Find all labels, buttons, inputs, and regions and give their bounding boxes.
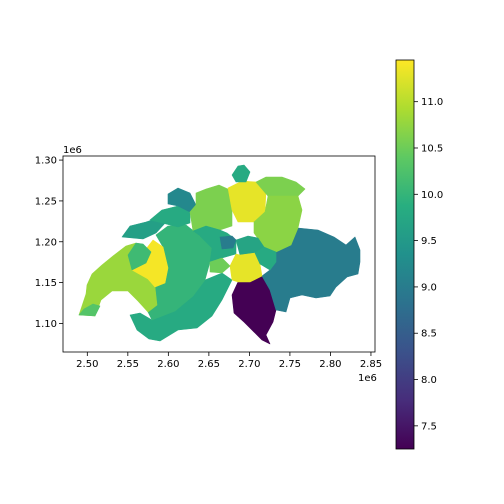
y-tick-label: 1.30 bbox=[35, 156, 57, 167]
x-tick-label: 2.60 bbox=[157, 359, 179, 370]
y-tick-label: 1.25 bbox=[35, 196, 57, 207]
y-tick-label: 1.20 bbox=[35, 237, 57, 248]
colorbar-tick-label: 10.0 bbox=[421, 190, 443, 201]
x-axis: 2.50 2.55 2.60 2.65 2.70 2.75 2.80 2.85 bbox=[76, 352, 382, 370]
map-region bbox=[149, 205, 191, 228]
x-tick-label: 2.80 bbox=[319, 359, 341, 370]
colorbar-frame bbox=[395, 59, 415, 450]
colorbar-tick-label: 8.0 bbox=[421, 375, 437, 386]
x-tick-label: 2.85 bbox=[360, 359, 382, 370]
colorbar-tick-label: 8.5 bbox=[421, 329, 437, 340]
map-region bbox=[253, 195, 303, 253]
x-tick-label: 2.65 bbox=[198, 359, 220, 370]
colorbar-tick-label: 7.5 bbox=[421, 421, 437, 432]
y-axis: 1.10 1.15 1.20 1.25 1.30 bbox=[35, 156, 63, 330]
colorbar: 7.5 8.0 8.5 9.0 9.5 10.0 10.5 11.0 bbox=[395, 59, 443, 450]
map-regions bbox=[78, 164, 361, 345]
colorbar-tick-label: 11.0 bbox=[421, 97, 443, 108]
map-region bbox=[261, 227, 361, 313]
x-tick-label: 2.75 bbox=[279, 359, 301, 370]
x-tick-label: 2.70 bbox=[238, 359, 260, 370]
colorbar-gradient bbox=[396, 60, 414, 449]
colorbar-tick-label: 9.5 bbox=[421, 236, 437, 247]
colorbar-tick-label: 10.5 bbox=[421, 143, 443, 154]
map-region bbox=[78, 303, 101, 317]
x-exponent-label: 1e6 bbox=[358, 373, 377, 384]
map-region bbox=[254, 246, 277, 271]
map-region bbox=[131, 239, 169, 288]
y-exponent-label: 1e6 bbox=[63, 145, 82, 156]
map-axes: 2.50 2.55 2.60 2.65 2.70 2.75 2.80 2.85 1.101.1… bbox=[35, 145, 382, 384]
map-region bbox=[209, 257, 231, 274]
map-region bbox=[127, 242, 152, 271]
x-tick-label: 2.55 bbox=[117, 359, 139, 370]
map-region bbox=[219, 235, 237, 250]
colorbar-ticks: 7.5 8.0 8.5 9.0 9.5 10.0 10.5 11.0 bbox=[414, 97, 443, 432]
y-tick-label: 1.15 bbox=[35, 278, 57, 289]
map-region bbox=[229, 252, 263, 283]
map-frame bbox=[62, 155, 376, 353]
x-tick-label: 2.50 bbox=[76, 359, 98, 370]
y-tick-label: 1.10 bbox=[35, 319, 57, 330]
map-region bbox=[231, 164, 251, 183]
colorbar-tick-label: 9.0 bbox=[421, 282, 437, 293]
